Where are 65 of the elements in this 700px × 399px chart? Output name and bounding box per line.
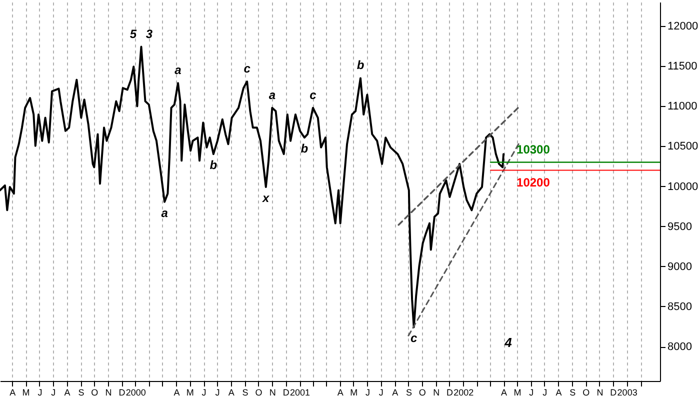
x-tick-label: S bbox=[78, 388, 84, 398]
x-tick-label: J bbox=[542, 388, 548, 398]
x-tick-label: 2001 bbox=[290, 388, 310, 398]
y-tick-label: 9000 bbox=[668, 260, 692, 273]
annotation: 3 bbox=[146, 26, 153, 41]
x-tick-label: J bbox=[51, 388, 56, 398]
y-tick-label: 10500 bbox=[668, 140, 698, 153]
x-tick-label: 2002 bbox=[454, 388, 474, 398]
annotation: a bbox=[174, 63, 182, 78]
x-tick-label: M bbox=[350, 388, 358, 398]
x-tick-label: O bbox=[255, 388, 262, 398]
x-tick-label: M bbox=[22, 388, 30, 398]
x-tick-label: 2000 bbox=[126, 388, 146, 398]
x-tick-label: A bbox=[228, 388, 234, 398]
x-tick-label: D bbox=[610, 388, 618, 398]
series-label: 10300 bbox=[516, 142, 550, 156]
x-tick-label: A bbox=[64, 388, 70, 398]
y-tick-label: 8500 bbox=[668, 300, 692, 313]
y-tick-label: 10000 bbox=[668, 180, 698, 193]
x-tick-label: J bbox=[365, 388, 370, 398]
x-tick-label: N bbox=[596, 388, 604, 398]
x-tick-label: A bbox=[392, 388, 398, 398]
annotation: 5 bbox=[130, 26, 137, 41]
x-tick-label: S bbox=[242, 388, 248, 398]
x-tick-label: J bbox=[378, 388, 384, 398]
y-tick-label: 9500 bbox=[668, 220, 692, 233]
annotation: a bbox=[161, 206, 168, 220]
line-series bbox=[0, 46, 505, 328]
series-label: 10200 bbox=[516, 175, 550, 190]
y-tick-label: 12000 bbox=[668, 20, 698, 33]
annotation: b bbox=[300, 142, 308, 156]
annotation: c bbox=[244, 61, 251, 76]
annotation: c bbox=[310, 88, 317, 102]
x-tick-label: A bbox=[10, 388, 16, 398]
x-tick-label: S bbox=[406, 388, 412, 398]
y-tick-label: 11500 bbox=[668, 60, 698, 73]
x-tick-label: O bbox=[582, 388, 590, 398]
x-tick-label: O bbox=[91, 388, 98, 398]
annotation: a bbox=[268, 88, 276, 102]
x-tick-label: J bbox=[202, 388, 206, 398]
annotation: x bbox=[262, 191, 271, 206]
x-tick-label: M bbox=[186, 388, 194, 398]
annotation: c bbox=[410, 331, 418, 346]
y-tick-label: 8000 bbox=[668, 341, 692, 354]
x-tick-label: S bbox=[570, 388, 576, 398]
x-tick-label: A bbox=[501, 388, 508, 398]
annotation: 4 bbox=[504, 335, 513, 350]
x-tick-label: 2003 bbox=[617, 388, 638, 398]
annotation: b bbox=[210, 158, 218, 172]
x-tick-label: O bbox=[418, 388, 426, 398]
annotation: b bbox=[356, 58, 364, 72]
x-tick-label: N bbox=[433, 388, 440, 398]
x-tick-label: A bbox=[174, 388, 180, 398]
x-tick-label: N bbox=[269, 388, 276, 398]
x-tick-label: A bbox=[337, 388, 344, 398]
x-tick-label: N bbox=[105, 388, 112, 398]
x-tick-label: D bbox=[282, 388, 290, 398]
x-tick-label: J bbox=[215, 388, 220, 398]
x-tick-label: D bbox=[118, 388, 126, 398]
x-tick-label: A bbox=[556, 388, 562, 398]
x-tick-label: M bbox=[514, 388, 522, 398]
x-tick-label: J bbox=[529, 388, 534, 398]
y-tick-label: 11000 bbox=[668, 100, 698, 113]
x-tick-label: D bbox=[446, 388, 454, 398]
x-tick-label: J bbox=[38, 388, 42, 398]
